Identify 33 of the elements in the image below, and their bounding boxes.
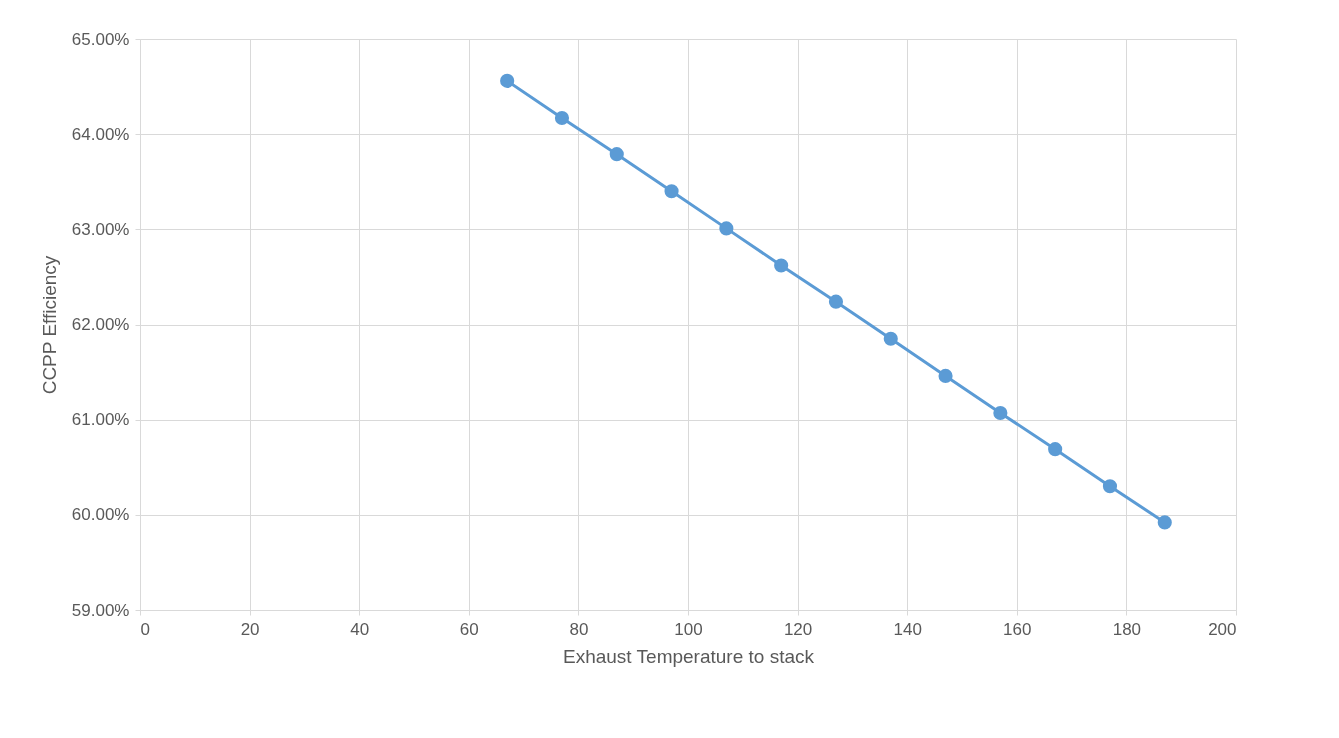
y-tick-label: 59.00% bbox=[71, 600, 130, 620]
point bbox=[719, 221, 734, 236]
point bbox=[938, 368, 953, 383]
point bbox=[609, 147, 624, 162]
point bbox=[554, 110, 570, 126]
x-tick-label: 100 bbox=[674, 619, 703, 639]
y-tick-label: 63.00% bbox=[71, 219, 130, 239]
x-tick-label: 180 bbox=[1112, 619, 1142, 639]
point bbox=[500, 73, 515, 88]
y-axis-title: CCPP Efficiency bbox=[38, 255, 60, 395]
x-tick-label: 20 bbox=[240, 619, 260, 639]
x-axis-title: Exhaust Temperature to stack bbox=[563, 645, 815, 667]
x-tick-label: 0 bbox=[140, 619, 150, 639]
point bbox=[883, 331, 898, 346]
x-tick-label: 200 bbox=[1208, 619, 1237, 639]
y-tick-label: 62.00% bbox=[71, 315, 130, 334]
point bbox=[774, 258, 789, 273]
y-tick-label: 60.00% bbox=[71, 505, 130, 525]
y-tick-label: 65.00% bbox=[71, 29, 130, 49]
y-tick-label: 61.00% bbox=[71, 410, 130, 430]
point bbox=[1157, 515, 1172, 530]
x-tick-label: 40 bbox=[350, 619, 370, 639]
point bbox=[828, 294, 844, 309]
y-tick-label: 64.00% bbox=[71, 124, 130, 144]
point bbox=[1048, 442, 1063, 457]
x-tick-label: 80 bbox=[569, 619, 589, 639]
point bbox=[664, 184, 679, 199]
point bbox=[1102, 479, 1118, 494]
x-tick-label: 60 bbox=[459, 619, 479, 639]
x-tick-label: 120 bbox=[783, 619, 813, 639]
x-tick-label: 140 bbox=[893, 619, 922, 639]
x-tick-label: 160 bbox=[1003, 619, 1032, 639]
point bbox=[993, 405, 1008, 421]
